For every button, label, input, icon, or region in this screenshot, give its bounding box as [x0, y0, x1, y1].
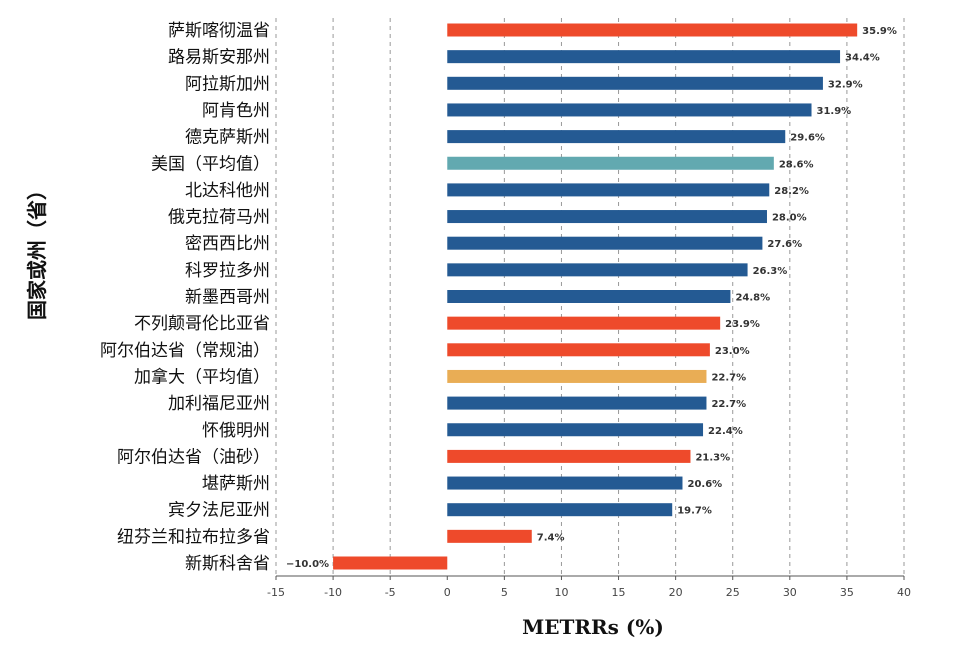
bar: [447, 263, 748, 277]
bar: [447, 76, 823, 90]
category-label: 阿拉斯加州: [185, 74, 270, 94]
bar: [447, 290, 731, 303]
value-label: 23.0%: [715, 346, 750, 357]
category-label: 北达科他州: [185, 181, 270, 201]
category-label: 美国（平均值）: [151, 154, 270, 174]
x-tick-label: -10: [324, 586, 342, 599]
category-label: 萨斯喀彻温省: [168, 21, 270, 41]
x-tick-label: 40: [897, 586, 911, 599]
value-label: 32.9%: [828, 79, 863, 90]
bar: [447, 130, 786, 144]
value-label: 24.8%: [735, 293, 770, 304]
bar: [447, 369, 707, 383]
value-label: 23.9%: [725, 319, 760, 330]
y-axis-label: 国家或州（省）: [25, 180, 49, 320]
x-tick-label: 30: [783, 586, 797, 599]
value-label: 28.0%: [772, 213, 807, 224]
bar: [447, 183, 770, 197]
x-tick-label: 5: [501, 586, 508, 599]
category-label: 宾夕法尼亚州: [168, 501, 270, 521]
category-label: 怀俄明州: [202, 421, 270, 441]
bars: [333, 23, 858, 570]
category-label: 阿肯色州: [202, 101, 270, 121]
x-tick-label: 20: [669, 586, 683, 599]
value-label: 21.3%: [695, 452, 730, 463]
category-label: 阿尔伯达省（常规油）: [100, 341, 270, 361]
x-tick-label: 25: [726, 586, 740, 599]
category-label: 新墨西哥州: [185, 288, 270, 308]
category-label: 纽芬兰和拉布拉多省: [117, 527, 270, 547]
category-label: 密西西比州: [185, 234, 270, 254]
value-label: 22.4%: [708, 426, 743, 437]
bar: [447, 236, 763, 250]
value-labels: 35.9% 34.4% 32.9% 31.9% 29.6% 28.6% 28.2% 28.0%…: [286, 26, 897, 570]
category-label: 加拿大（平均值）: [134, 366, 270, 387]
category-label: 加利福尼亚州: [168, 394, 270, 414]
category-label: 阿尔伯达省（油砂）: [117, 447, 270, 467]
bar: [447, 316, 721, 330]
value-label: 35.9%: [862, 26, 897, 37]
category-label: 路易斯安那州: [168, 48, 270, 68]
bar: [447, 423, 704, 437]
category-label: 不列颠哥伦比亚省: [134, 314, 270, 334]
bar: [447, 503, 673, 517]
x-tick-label: 10: [554, 586, 568, 599]
bar: [447, 396, 707, 410]
bar: [447, 343, 710, 357]
bar: [447, 156, 774, 170]
x-tick-label: -5: [385, 586, 396, 599]
category-label: 新斯科舍省: [185, 554, 270, 574]
bar: [333, 556, 448, 570]
value-label: 7.4%: [537, 532, 565, 543]
x-axis-label: METRRs (%): [522, 615, 664, 639]
bar: [447, 210, 767, 224]
value-label: 29.6%: [790, 133, 825, 144]
x-tick-labels: -15 -10 -5 0 5 10 15 20 25 30 35 40: [267, 586, 911, 599]
category-label: 堪萨斯州: [202, 474, 270, 494]
value-label: 31.9%: [817, 106, 852, 117]
value-label: 28.6%: [779, 159, 814, 170]
x-tick-label: -15: [267, 586, 285, 599]
value-label: 28.2%: [774, 186, 809, 197]
value-label: 20.6%: [687, 479, 722, 490]
bar: [447, 529, 532, 543]
bar: [447, 476, 683, 490]
category-label: 科罗拉多州: [185, 261, 270, 281]
value-label: 34.4%: [845, 53, 880, 64]
category-label: 德克萨斯州: [185, 128, 270, 148]
bar: [447, 23, 858, 37]
x-tick-label: 35: [840, 586, 854, 599]
bar: [447, 103, 812, 117]
category-label: 俄克拉荷马州: [168, 208, 270, 228]
bar: [447, 449, 691, 463]
value-label: −10.0%: [286, 559, 329, 570]
value-label: 19.7%: [677, 506, 712, 517]
bar: [447, 50, 841, 64]
value-label: 27.6%: [767, 239, 802, 250]
value-label: 22.7%: [711, 399, 746, 410]
value-label: 22.7%: [711, 372, 746, 383]
value-label: 26.3%: [753, 266, 788, 277]
x-tick-label: 0: [444, 586, 451, 599]
x-tick-label: 15: [612, 586, 626, 599]
